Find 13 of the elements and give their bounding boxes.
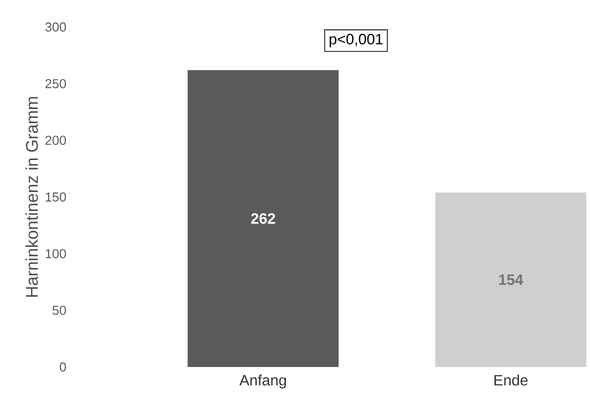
- y-tick-label: 100: [46, 249, 66, 258]
- y-tick-label: 150: [46, 192, 66, 202]
- annotation: p<0,001: [330, 34, 383, 48]
- x-tick-label: Anfang: [239, 374, 286, 388]
- x-tick-label: Ende: [494, 374, 528, 386]
- y-tick-label: 200: [45, 136, 66, 145]
- data-label: 262: [251, 213, 276, 224]
- y-tick-label: 250: [45, 79, 66, 88]
- y-tick-label: 300: [45, 22, 66, 32]
- y-tick-label: 0: [60, 362, 66, 372]
- data-label: 154: [499, 274, 524, 285]
- y-tick-label: 50: [52, 306, 66, 315]
- y-axis-title: Harninkontinenz in Gramm: [25, 97, 38, 297]
